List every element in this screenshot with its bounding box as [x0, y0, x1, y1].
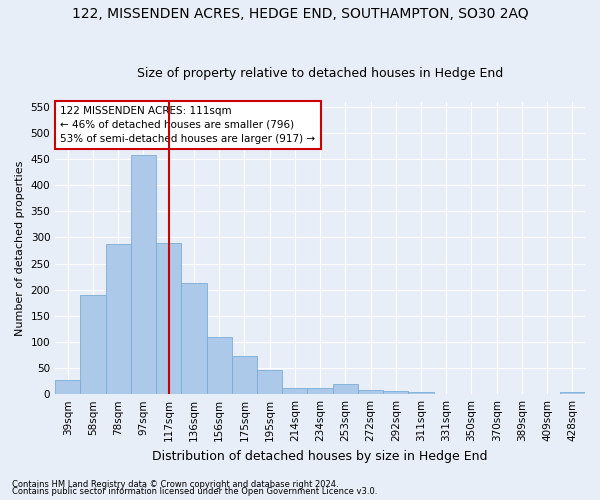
Bar — [232, 356, 257, 394]
Bar — [156, 242, 181, 394]
Bar — [80, 295, 106, 394]
Bar — [55, 380, 80, 394]
Bar — [206, 337, 232, 394]
Bar — [358, 390, 383, 394]
X-axis label: Distribution of detached houses by size in Hedge End: Distribution of detached houses by size … — [152, 450, 488, 462]
Bar — [332, 384, 358, 394]
Bar — [106, 244, 131, 394]
Text: Contains public sector information licensed under the Open Government Licence v3: Contains public sector information licen… — [12, 488, 377, 496]
Bar — [307, 388, 332, 394]
Text: Contains HM Land Registry data © Crown copyright and database right 2024.: Contains HM Land Registry data © Crown c… — [12, 480, 338, 489]
Bar — [257, 370, 282, 394]
Bar — [282, 388, 307, 394]
Bar — [383, 391, 409, 394]
Text: 122, MISSENDEN ACRES, HEDGE END, SOUTHAMPTON, SO30 2AQ: 122, MISSENDEN ACRES, HEDGE END, SOUTHAM… — [71, 8, 529, 22]
Bar — [131, 155, 156, 394]
Bar — [409, 392, 434, 394]
Bar — [560, 392, 585, 394]
Text: 122 MISSENDEN ACRES: 111sqm
← 46% of detached houses are smaller (796)
53% of se: 122 MISSENDEN ACRES: 111sqm ← 46% of det… — [61, 106, 316, 144]
Bar — [181, 283, 206, 394]
Title: Size of property relative to detached houses in Hedge End: Size of property relative to detached ho… — [137, 66, 503, 80]
Y-axis label: Number of detached properties: Number of detached properties — [15, 160, 25, 336]
